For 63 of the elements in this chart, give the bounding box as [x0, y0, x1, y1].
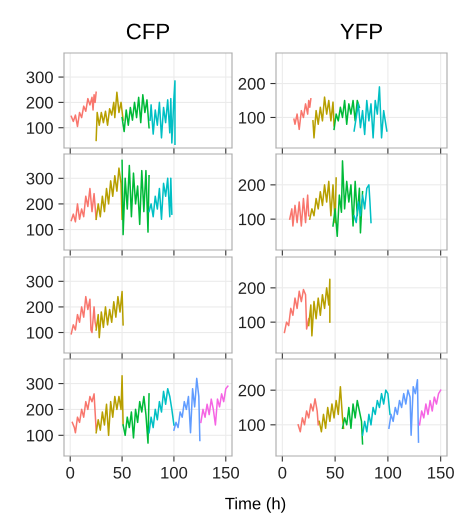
y-tick-label: 300 — [26, 276, 53, 288]
line-series — [318, 386, 344, 433]
line-series — [173, 378, 201, 442]
line-series — [95, 375, 124, 436]
line-series — [121, 94, 150, 132]
line-series — [95, 92, 124, 142]
y-tick-label: 100 — [239, 419, 265, 432]
line-series — [332, 160, 364, 238]
y-tick-label: 100 — [27, 224, 53, 236]
y-tick-label: 100 — [239, 214, 265, 226]
chart-title: CFP — [126, 24, 170, 40]
line-series — [72, 393, 97, 434]
chart-title: YFP — [340, 24, 382, 40]
line-series — [95, 167, 123, 220]
line-series — [70, 92, 97, 128]
x-tick-label: 50 — [113, 466, 131, 479]
y-tick-label: 300 — [26, 71, 53, 84]
y-tick-label: 100 — [27, 326, 53, 339]
line-series — [148, 178, 173, 220]
x-tick-label: 150 — [213, 466, 240, 479]
line-series — [122, 393, 150, 444]
y-tick-label: 200 — [26, 198, 53, 210]
line-series — [342, 400, 364, 445]
y-tick-label: 100 — [27, 122, 53, 134]
y-tick-label: 200 — [238, 282, 265, 294]
line-series — [70, 296, 97, 335]
y-tick-label: 200 — [26, 96, 53, 109]
x-tick-label: 100 — [375, 466, 402, 479]
line-series — [200, 385, 229, 426]
x-tick-label: 50 — [326, 466, 344, 479]
x-axis-title: Time (h) — [225, 497, 286, 513]
y-tick-label: 100 — [239, 316, 265, 328]
line-series — [333, 100, 360, 130]
line-series — [388, 379, 420, 443]
y-tick-label: 300 — [26, 172, 53, 185]
line-series — [293, 98, 312, 130]
line-series — [312, 96, 335, 139]
line-series — [284, 288, 310, 334]
line-series — [353, 86, 388, 139]
line-series — [308, 278, 331, 337]
y-tick-label: 200 — [238, 78, 265, 90]
y-tick-label: 100 — [239, 112, 265, 124]
line-series — [362, 389, 391, 436]
line-series — [297, 398, 319, 433]
x-tick-label: 150 — [428, 466, 454, 479]
y-tick-label: 100 — [27, 430, 53, 442]
y-tick-label: 200 — [26, 404, 53, 416]
y-tick-label: 300 — [26, 378, 53, 390]
x-tick-label: 0 — [66, 466, 74, 479]
y-tick-label: 200 — [238, 384, 265, 396]
line-series — [149, 80, 176, 145]
y-tick-label: 200 — [26, 301, 53, 314]
line-series — [121, 160, 150, 236]
line-series — [70, 188, 97, 223]
line-series — [288, 194, 310, 227]
y-tick-label: 200 — [238, 179, 265, 192]
line-series — [353, 184, 372, 224]
x-tick-label: 0 — [278, 466, 286, 479]
line-series — [95, 290, 124, 338]
line-series — [418, 389, 442, 426]
x-tick-label: 100 — [161, 466, 188, 479]
line-series — [309, 177, 337, 224]
line-series — [148, 388, 175, 434]
